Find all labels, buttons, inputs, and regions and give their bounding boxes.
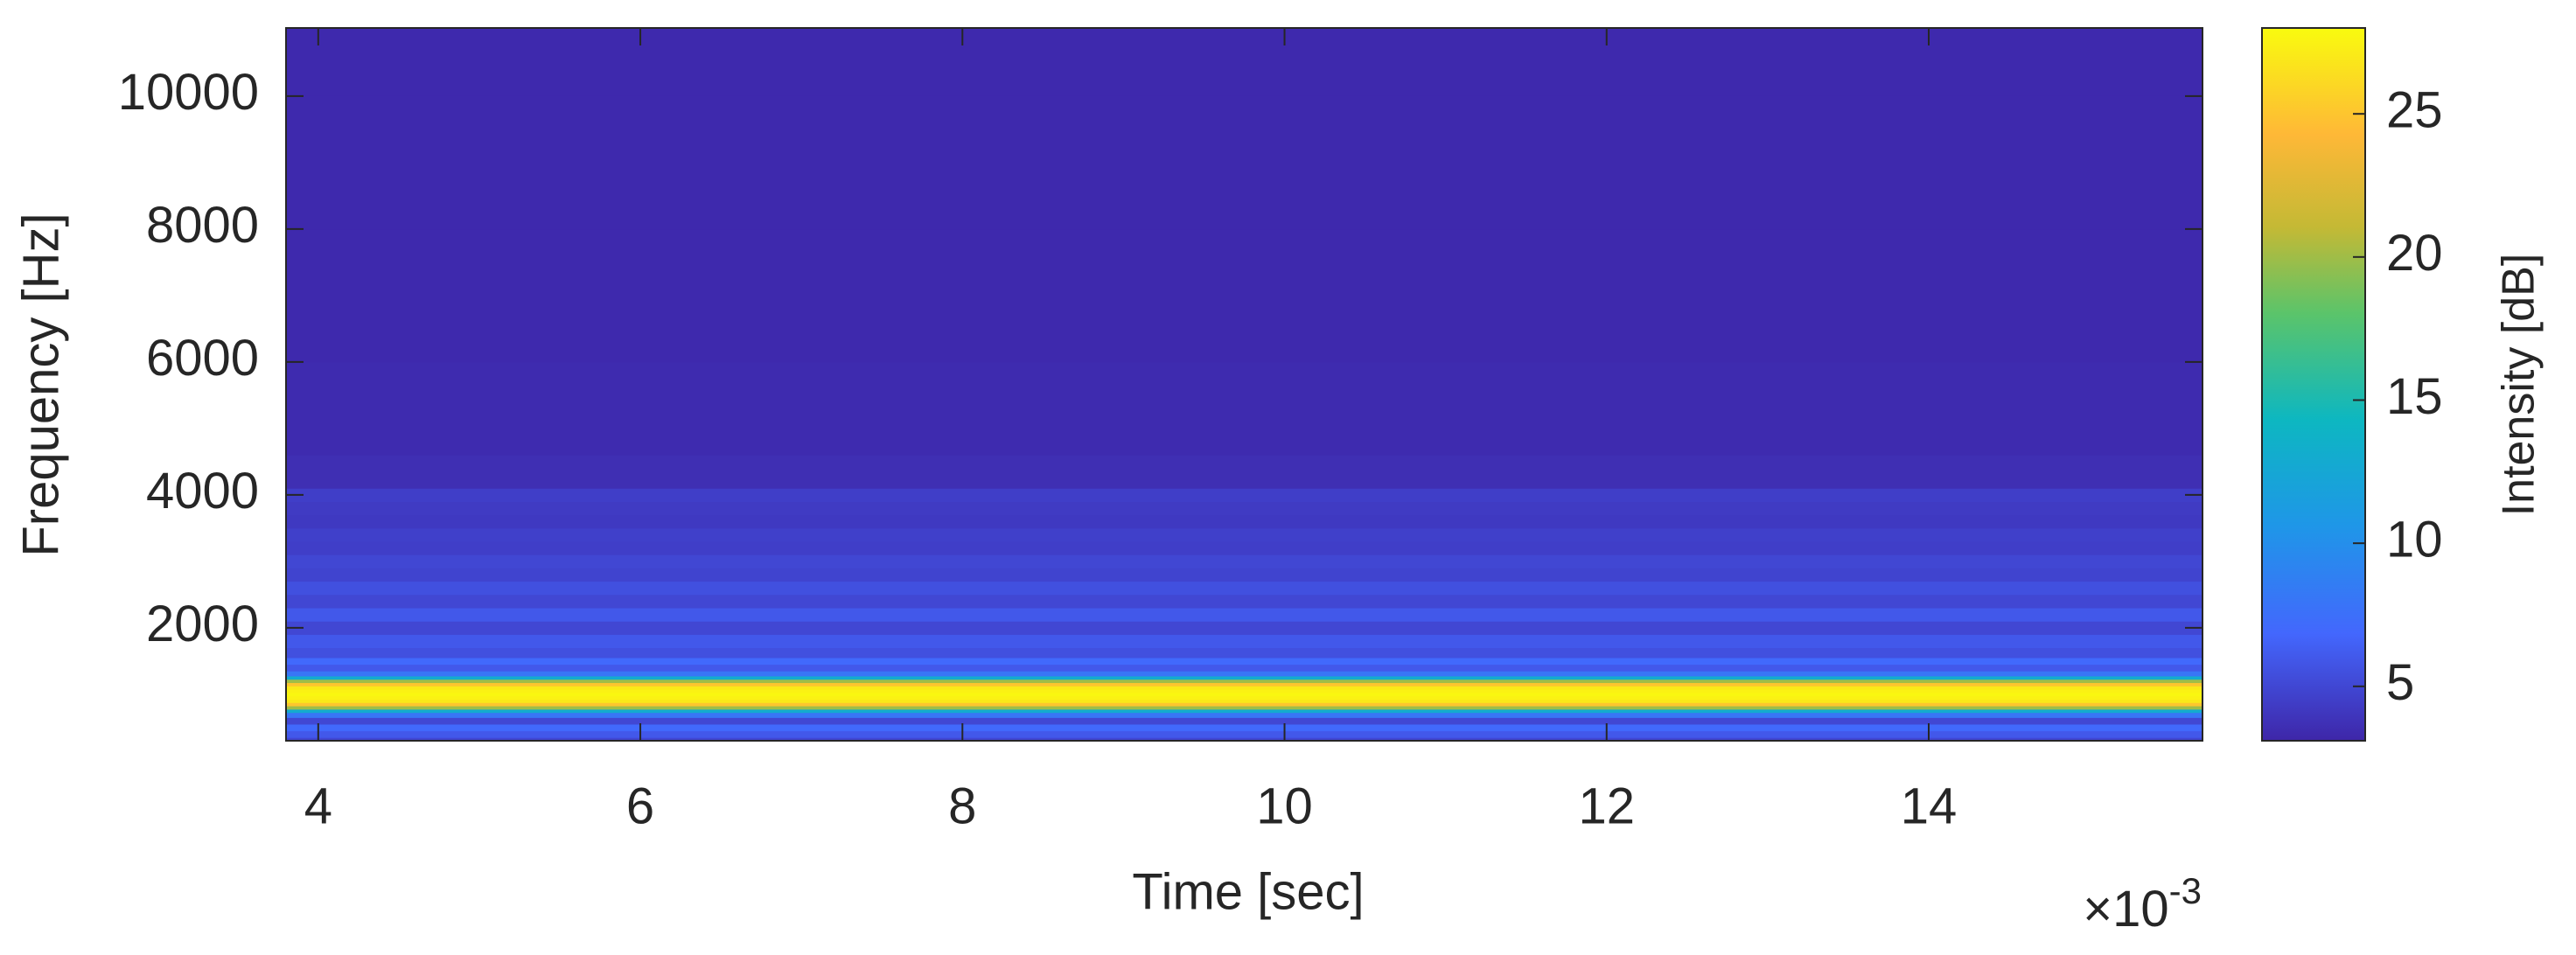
spectrogram-row: [286, 702, 2203, 707]
x-multiplier-base: ×10: [2083, 881, 2168, 938]
spectrogram-row: [286, 695, 2203, 701]
spectrogram-row: [286, 692, 2203, 697]
spectrogram-row: [286, 94, 2203, 230]
x-tick-label: 6: [626, 777, 654, 834]
y-tick-label: 4000: [146, 463, 259, 519]
spectrogram-row: [286, 675, 2203, 680]
spectrogram-row: [286, 730, 2203, 738]
x-tick-label: 4: [304, 777, 332, 834]
y-tick-label: 6000: [146, 330, 259, 387]
colorbar-tick-label: 10: [2386, 511, 2443, 568]
spectrogram-row: [286, 686, 2203, 690]
spectrogram-row: [286, 708, 2203, 714]
spectrogram-row: [286, 689, 2203, 694]
spectrogram-row: [286, 658, 2203, 666]
spectrogram-row: [286, 554, 2203, 568]
x-tick-label: 12: [1579, 777, 1636, 834]
x-multiplier-exponent: -3: [2169, 870, 2202, 911]
y-tick-label: 10000: [118, 64, 259, 121]
x-multiplier: ×10-3: [2083, 870, 2202, 938]
spectrogram-row: [286, 717, 2203, 725]
spectrogram-row: [286, 621, 2203, 635]
y-tick-label: 2000: [146, 596, 259, 652]
spectrogram-row: [286, 527, 2203, 542]
spectrogram-row: [286, 594, 2203, 609]
spectrogram-row: [286, 361, 2203, 456]
colorbar-tick-label: 5: [2386, 654, 2414, 711]
spectrogram-row: [286, 581, 2203, 596]
colorbar: [2261, 27, 2366, 742]
spectrogram-row: [286, 28, 2203, 96]
spectrogram-row: [286, 634, 2203, 649]
spectrogram-row: [286, 724, 2203, 732]
spectrogram-row: [286, 647, 2203, 659]
spectrogram-row: [286, 568, 2203, 582]
spectrogram-row: [286, 514, 2203, 529]
colorbar-tick-label: 15: [2386, 368, 2443, 425]
spectrogram-row: [286, 228, 2203, 363]
spectrogram-row: [286, 608, 2203, 622]
spectrogram-row: [286, 671, 2203, 677]
colorbar-tick-label: 25: [2386, 82, 2443, 139]
x-tick-label: 14: [1901, 777, 1958, 834]
spectrogram-row: [286, 712, 2203, 718]
y-tick-label: 8000: [146, 197, 259, 254]
spectrogram-row: [286, 682, 2203, 687]
spectrogram-row: [286, 541, 2203, 555]
colorbar-label: Intensity [dB]: [2494, 254, 2545, 517]
y-axis-label: Frequency [Hz]: [12, 213, 69, 556]
spectrogram-row: [286, 706, 2203, 710]
x-tick-label: 8: [948, 777, 976, 834]
colorbar-tick-label: 20: [2386, 225, 2443, 282]
spectrogram-row: [286, 679, 2203, 684]
spectrogram: [286, 28, 2203, 741]
spectrogram-row: [286, 699, 2203, 703]
spectrogram-row: [286, 737, 2203, 741]
plot-frame: [285, 27, 2203, 742]
spectrogram-row: [286, 664, 2203, 672]
spectrogram-row: [286, 488, 2203, 502]
spectrogram-row: [286, 455, 2203, 489]
x-tick-label: 10: [1256, 777, 1313, 834]
spectrogram-row: [286, 501, 2203, 516]
x-axis-label: Time [sec]: [1132, 863, 1364, 920]
